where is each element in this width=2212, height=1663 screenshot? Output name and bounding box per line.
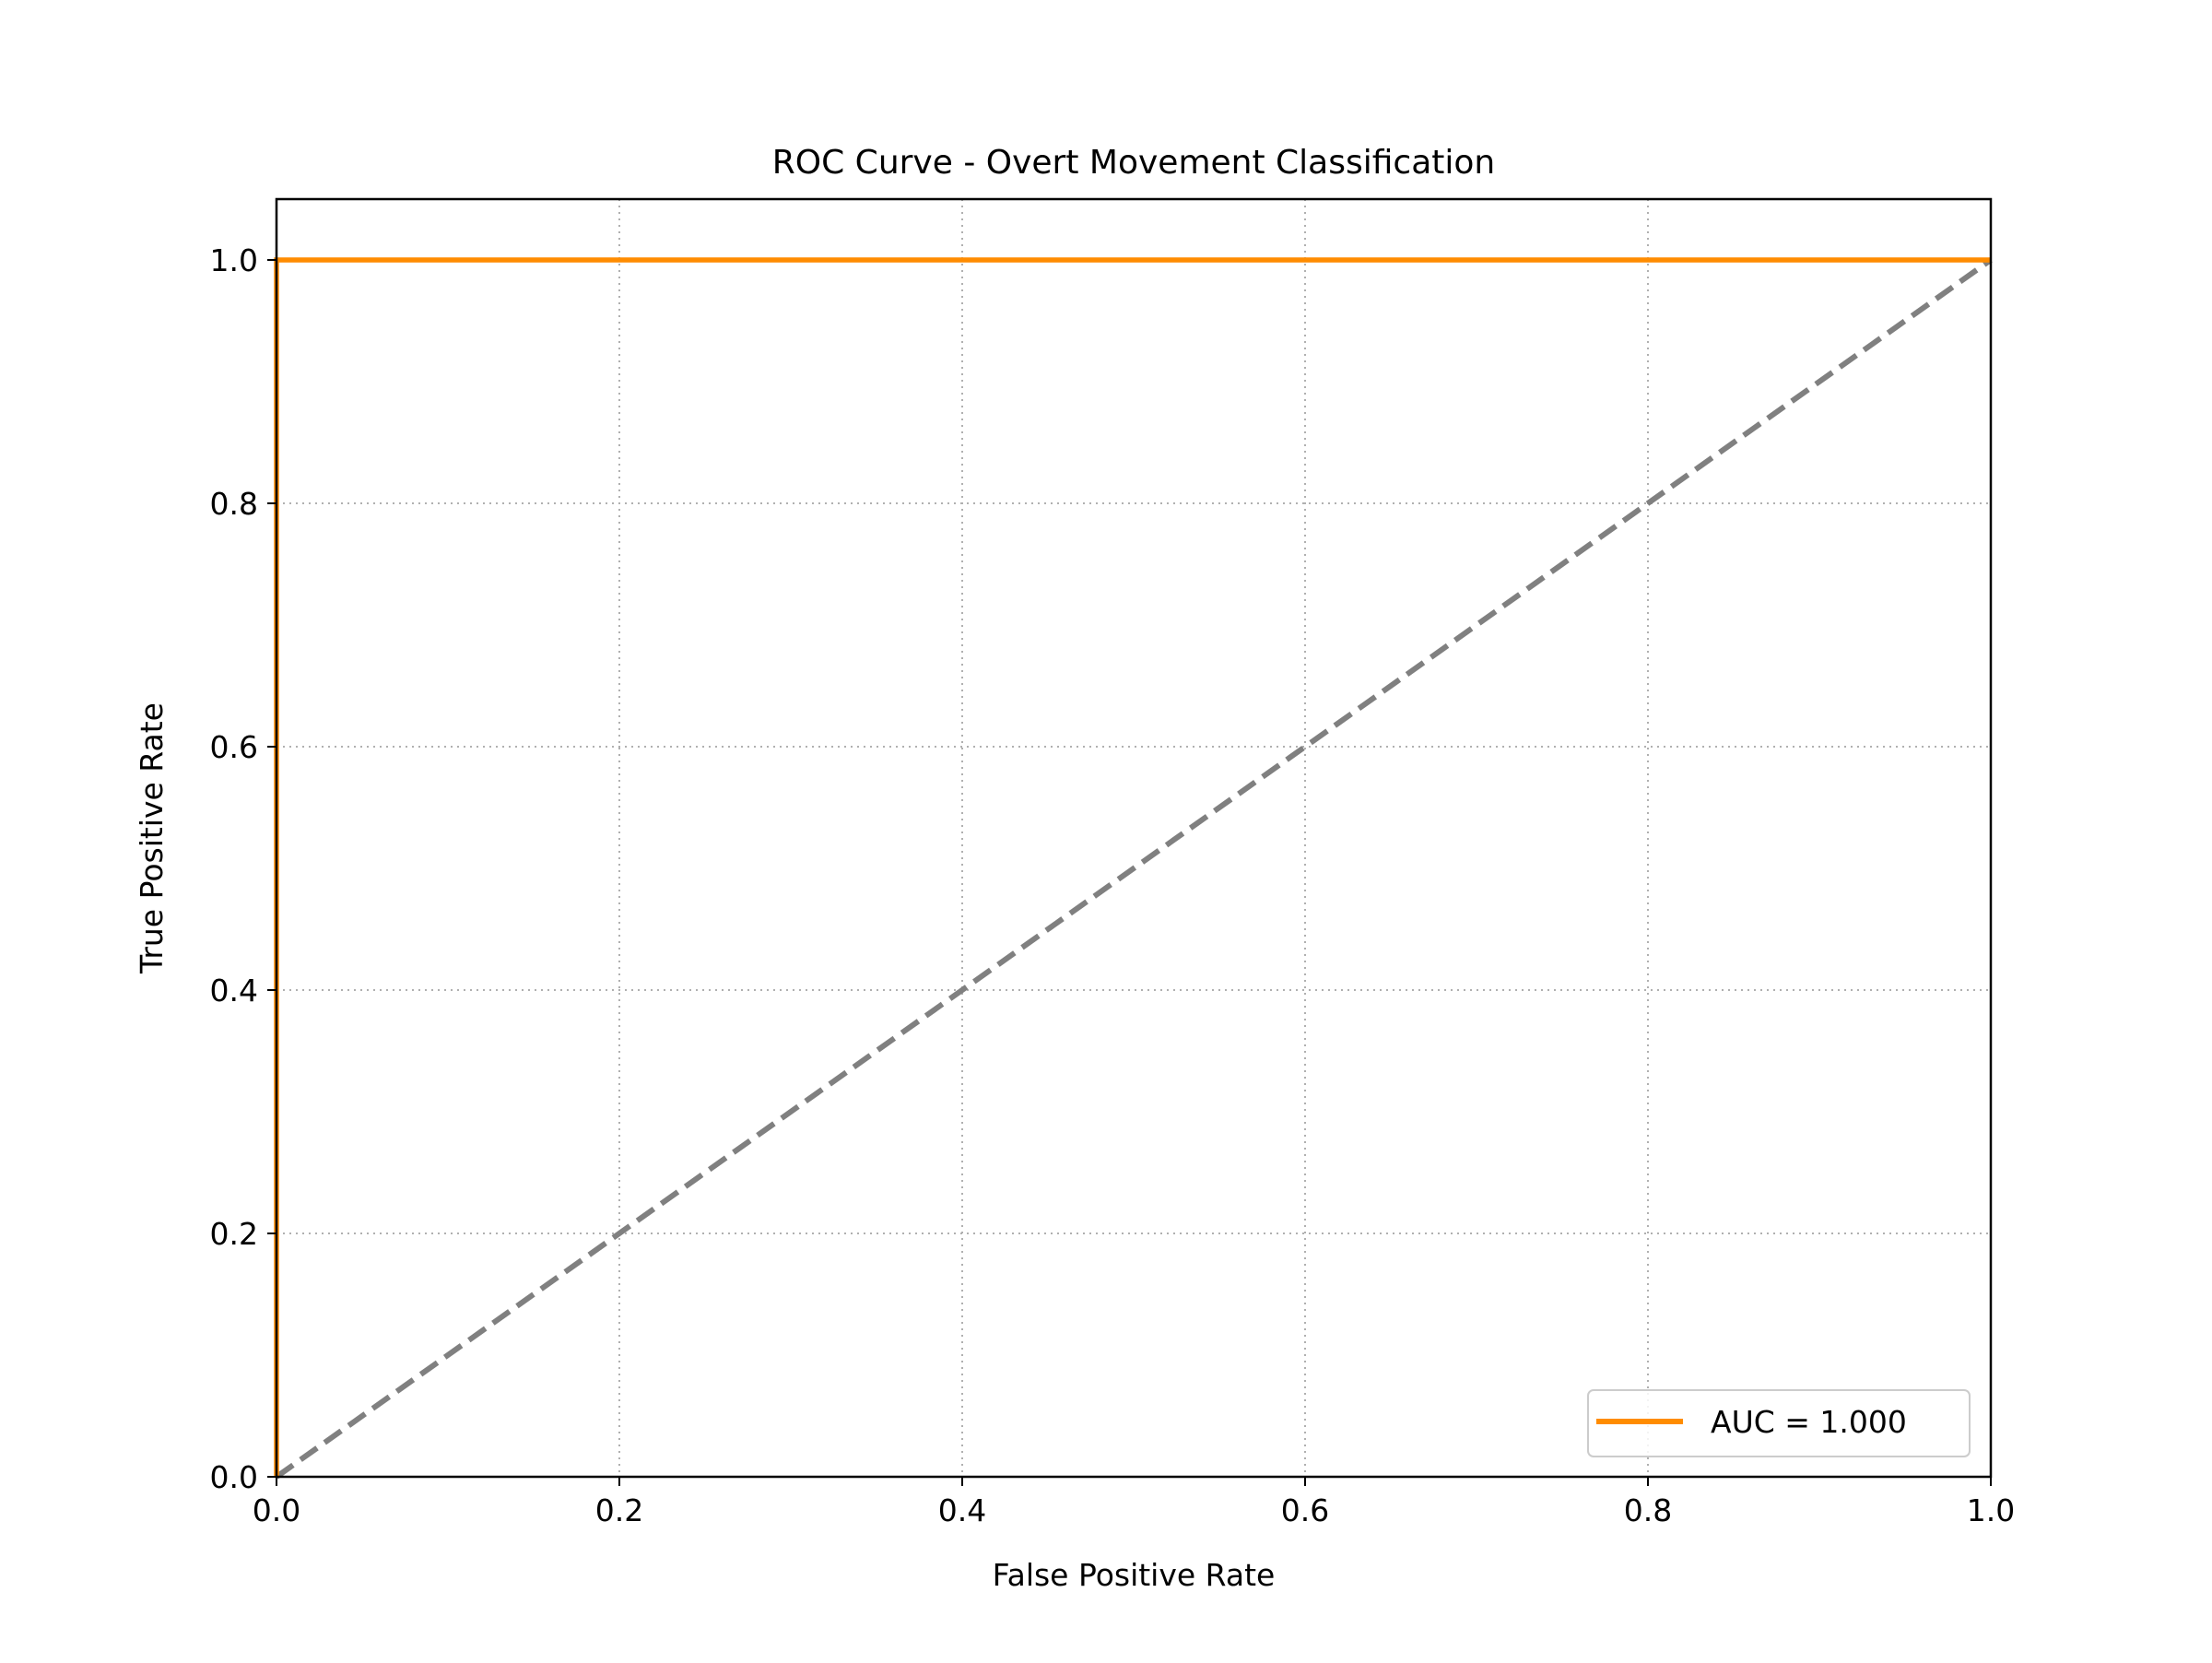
tick-layer: 0.0 0.2 0.4 0.6 0.8 1.0 0.0 0.2 0.4 0.6 0.8 1.0 — [210, 242, 2016, 1528]
x-tick-label: 0.4 — [938, 1492, 986, 1528]
legend-box — [1587, 1389, 1971, 1457]
x-tick-label: 0.6 — [1281, 1492, 1329, 1528]
legend: AUC = 1.000 — [1587, 1389, 1971, 1457]
chance-diagonal-line — [275, 257, 1993, 1480]
y-tick-label: 0.4 — [210, 973, 258, 1008]
x-tick-label: 0.0 — [253, 1492, 300, 1528]
y-tick-label: 0.6 — [210, 729, 258, 765]
y-tick-label: 1.0 — [210, 242, 258, 278]
x-axis-label: False Positive Rate — [993, 1557, 1276, 1593]
y-tick-label: 0.0 — [210, 1459, 258, 1495]
x-tick-label: 1.0 — [1967, 1492, 2015, 1528]
plot-frame — [275, 197, 1993, 1479]
chart-title: ROC Curve - Overt Movement Classificatio… — [772, 144, 1496, 182]
y-axis-label: True Positive Rate — [134, 702, 170, 974]
y-tick-label: 0.2 — [210, 1216, 258, 1252]
x-tick-label: 0.2 — [595, 1492, 643, 1528]
y-tick-label: 0.8 — [210, 486, 258, 522]
x-tick-label: 0.8 — [1624, 1492, 1672, 1528]
legend-label: AUC = 1.000 — [1711, 1404, 1907, 1440]
